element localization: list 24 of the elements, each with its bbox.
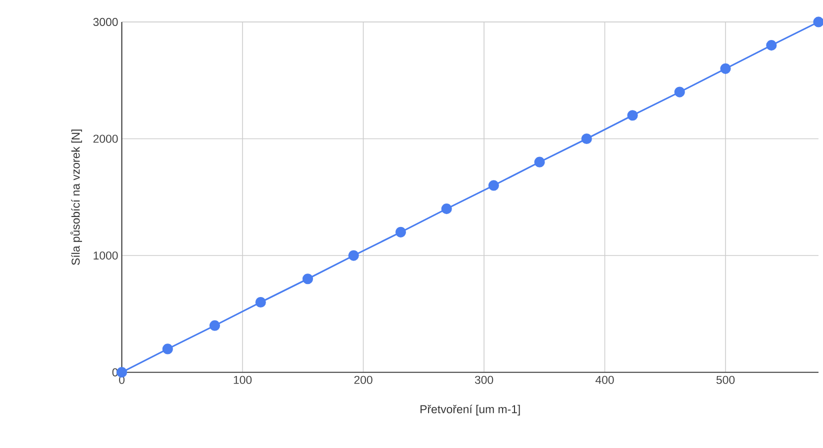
x-tick-label: 200: [354, 376, 372, 384]
point: [674, 86, 685, 98]
y-tick-label: 1000: [94, 251, 118, 260]
point: [302, 274, 314, 284]
point: [488, 180, 499, 191]
x-tick-label: 500: [716, 376, 735, 384]
point: [395, 226, 406, 238]
point: [534, 156, 545, 168]
x-tick-label: 300: [474, 376, 494, 384]
point: [720, 63, 731, 74]
y-tick-label: 2000: [93, 134, 118, 143]
point: [441, 203, 452, 214]
point: [581, 133, 592, 144]
y-tick-label: 3000: [93, 18, 118, 26]
point: [627, 110, 638, 121]
point: [766, 40, 777, 51]
y-axis-title: Síla působící na vzorek [N]: [70, 130, 82, 265]
point: [255, 296, 266, 308]
point: [348, 250, 359, 261]
x-tick-label: 400: [596, 376, 614, 384]
point: [209, 320, 220, 331]
point: [162, 344, 173, 354]
x-tick-label: 100: [234, 376, 252, 384]
x-axis-title: Přetvoření [um m-1]: [420, 404, 520, 416]
